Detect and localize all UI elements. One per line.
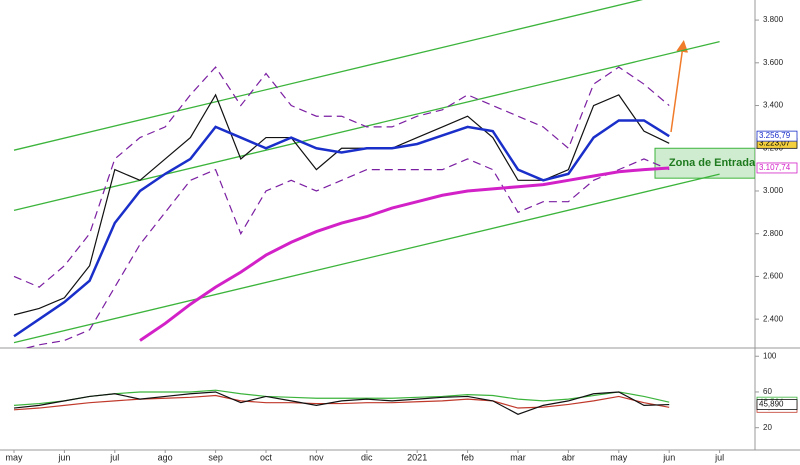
x-tick-label: jun (662, 452, 675, 462)
trend-line (13, 0, 644, 151)
y-tick-label: 3.800 (763, 15, 784, 24)
x-tick-label: 2021 (407, 452, 427, 462)
plot-area (13, 0, 755, 348)
y-tick-label: 20 (763, 423, 772, 432)
x-tick-label: sep (208, 452, 223, 462)
last-value-box (756, 399, 798, 410)
x-tick-label: may (610, 452, 628, 462)
zone-label: Zona de Entrada (669, 157, 756, 169)
x-tick-label: ago (158, 452, 173, 462)
series-line (13, 391, 670, 415)
series-line (13, 119, 670, 338)
trend-line (13, 41, 720, 212)
y-tick-label: 3.600 (763, 58, 784, 67)
y-tick-label: 3.400 (763, 101, 784, 110)
y-tick-label: 60 (763, 387, 772, 396)
trend-line (13, 173, 720, 344)
last-value-label: 3.107,74 (759, 163, 791, 172)
arrow (670, 40, 689, 133)
x-tick-label: feb (461, 452, 474, 462)
y-tick-label: 2.600 (763, 272, 784, 281)
x-tick-label: nov (309, 452, 324, 462)
x-tick-label: dic (361, 452, 373, 462)
plot-area (13, 389, 670, 415)
y-tick-label: 100 (763, 351, 777, 360)
x-tick-label: oct (260, 452, 273, 462)
series-line (13, 93, 670, 316)
last-value-box (756, 162, 798, 174)
last-value-label: 45,890 (759, 400, 784, 409)
series-line (13, 389, 670, 406)
x-tick-label: abr (562, 452, 575, 462)
y-tick-label: 2.800 (763, 229, 784, 238)
entry-zone (654, 147, 755, 179)
series-line (139, 166, 670, 342)
y-tick-label: 2.400 (763, 314, 784, 323)
x-tick-label: jul (109, 452, 119, 462)
last-value-label: 3.256,79 (759, 131, 791, 140)
x-tick-label: mar (510, 452, 526, 462)
last-value-box (756, 130, 798, 142)
series-line (24, 158, 670, 348)
last-value-label: 3.223,07 (759, 138, 791, 147)
y-tick-label: 3.000 (763, 186, 784, 195)
series-line (13, 66, 670, 288)
x-tick-label: jul (714, 452, 724, 462)
x-tick-label: jun (57, 452, 70, 462)
series-line (13, 394, 670, 411)
x-tick-label: may (5, 452, 23, 462)
